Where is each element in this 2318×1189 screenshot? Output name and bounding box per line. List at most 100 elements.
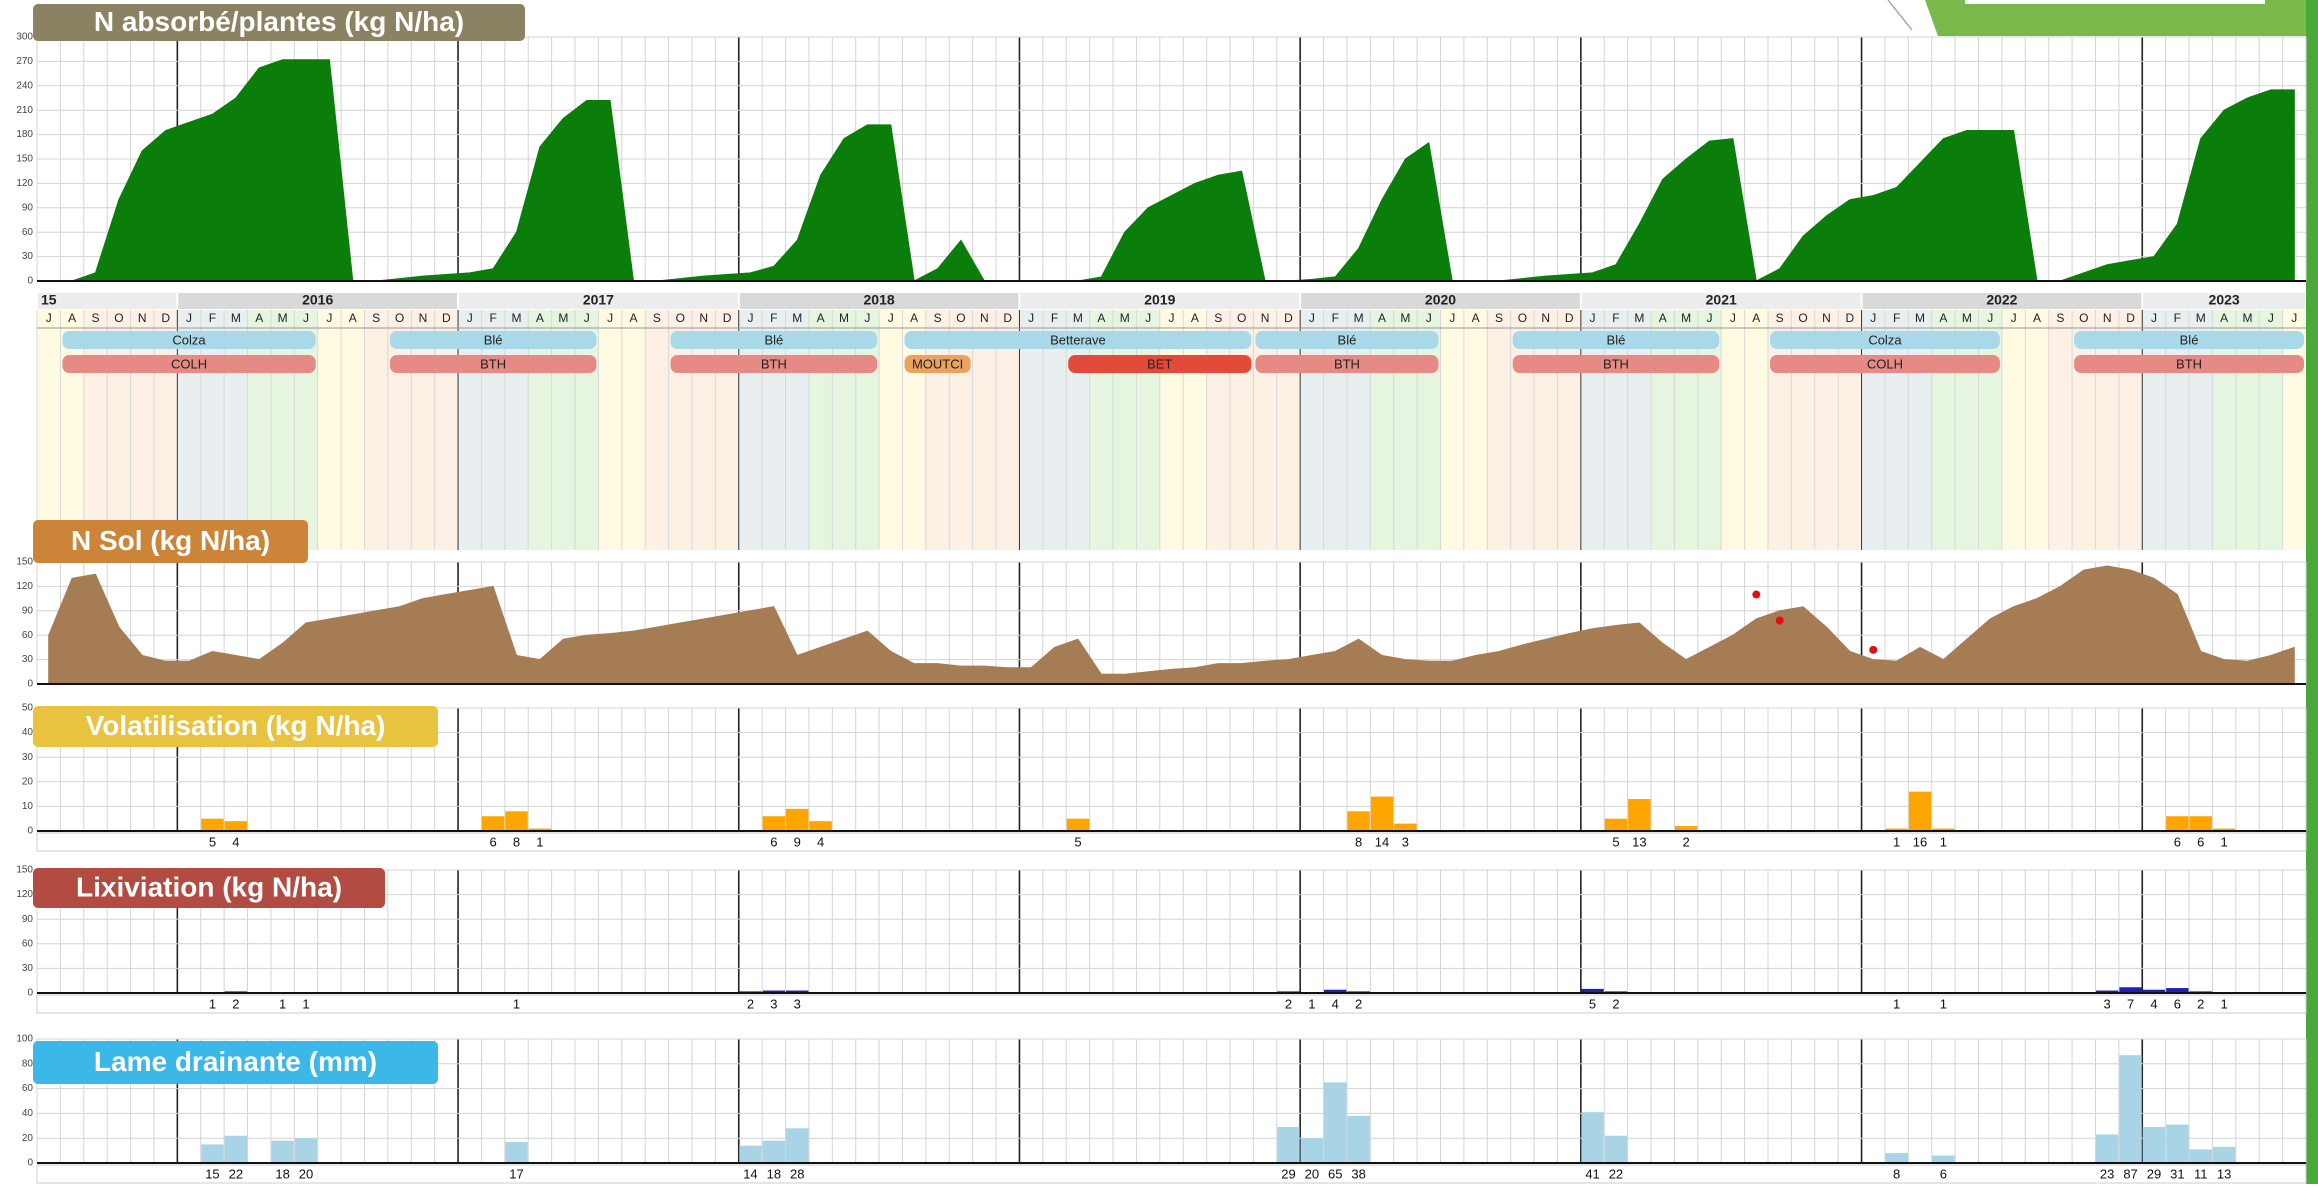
month-label: F: [1893, 311, 1900, 325]
season-band: [2025, 310, 2049, 550]
season-band: [972, 310, 997, 550]
crop-bar: [1512, 331, 1720, 349]
value-row: [36, 832, 2307, 852]
season-band: [317, 310, 342, 550]
month-label: J: [1730, 311, 1736, 325]
bar: [2142, 989, 2166, 993]
y-tick-label: 30: [22, 752, 34, 763]
season-band: [879, 310, 903, 550]
month-label: D: [1003, 311, 1012, 325]
value-label: 1: [536, 834, 543, 849]
value-label: 28: [790, 1166, 804, 1181]
y-tick-label: 150: [16, 154, 33, 165]
bar: [1277, 1127, 1300, 1163]
value-label: 18: [767, 1166, 781, 1181]
observation-point: [1869, 645, 1878, 654]
year-label: 2021: [1706, 292, 1737, 308]
bar: [1674, 826, 1698, 831]
month-label: N: [980, 311, 989, 325]
operation-label: BTH: [1334, 356, 1360, 371]
bar: [1370, 796, 1394, 831]
bar: [1885, 1153, 1908, 1163]
crop-label: Blé: [2180, 332, 2199, 347]
month-label: S: [1495, 311, 1503, 325]
panel-title: N absorbé/plantes (kg N/ha): [94, 6, 464, 37]
value-label: 3: [2104, 996, 2111, 1011]
month-label: A: [1939, 311, 1947, 325]
value-label: 2: [1355, 996, 1362, 1011]
plot-area: [37, 870, 2306, 993]
bar: [809, 821, 832, 831]
month-label: M: [1400, 311, 1410, 325]
y-tick-label: 30: [22, 963, 34, 974]
year-label: 2017: [583, 292, 614, 308]
value-label: 8: [513, 834, 520, 849]
month-label: F: [1332, 311, 1339, 325]
month-label: M: [1354, 311, 1364, 325]
bar: [1347, 1115, 1370, 1163]
crop-bar: [904, 331, 1252, 349]
month-label: M: [231, 311, 241, 325]
month-label: J: [888, 311, 894, 325]
month-label: M: [792, 311, 802, 325]
operation-bar: [2074, 355, 2304, 373]
month-label: J: [303, 311, 309, 325]
operation-bar: [670, 355, 878, 373]
y-tick-label: 60: [22, 1083, 34, 1094]
bar: [2189, 1149, 2212, 1163]
y-tick-label: 0: [27, 826, 33, 837]
month-label: M: [1120, 311, 1130, 325]
panel-title-box: [33, 520, 308, 563]
season-band: [645, 310, 669, 550]
bar: [1932, 1155, 1955, 1163]
bar: [2095, 1134, 2119, 1163]
month-label: M: [278, 311, 288, 325]
month-label: O: [2079, 311, 2088, 325]
season-band: [1487, 310, 1511, 550]
month-label: J: [607, 311, 613, 325]
y-tick-label: 90: [22, 914, 34, 925]
month-label: A: [2220, 311, 2228, 325]
bar: [762, 1140, 786, 1163]
season-band: [996, 310, 1020, 550]
bar: [1885, 828, 1908, 831]
value-label: 65: [1328, 1166, 1342, 1181]
value-label: 5: [209, 834, 216, 849]
month-label: O: [1798, 311, 1807, 325]
month-label: A: [1659, 311, 1667, 325]
y-tick-label: 50: [22, 703, 34, 714]
month-label: M: [839, 311, 849, 325]
crop-label: Colza: [1868, 332, 1902, 347]
value-label: 4: [2150, 996, 2157, 1011]
month-label: A: [68, 311, 76, 325]
value-label: 41: [1585, 1166, 1599, 1181]
year-band: [459, 293, 738, 309]
value-label: 6: [2174, 834, 2181, 849]
crop-label: Betterave: [1050, 332, 1106, 347]
bar: [786, 1128, 809, 1163]
value-label: 1: [513, 996, 520, 1011]
bar: [1908, 791, 1932, 831]
month-label: M: [2243, 311, 2253, 325]
operation-label: BET: [1147, 356, 1172, 371]
value-label: 3: [1402, 834, 1409, 849]
month-label: J: [584, 311, 590, 325]
month-label: M: [1962, 311, 1972, 325]
value-label: 8: [1893, 1166, 1900, 1181]
value-label: 23: [2100, 1166, 2114, 1181]
crop-bar: [1769, 331, 2000, 349]
month-label: F: [1051, 311, 1058, 325]
value-label: 18: [275, 1166, 289, 1181]
y-tick-label: 40: [22, 727, 34, 738]
value-label: 1: [209, 996, 216, 1011]
year-label: 2018: [864, 292, 895, 308]
month-label: J: [1449, 311, 1455, 325]
value-label: 1: [1893, 834, 1900, 849]
month-label: D: [1284, 311, 1293, 325]
season-band: [37, 310, 61, 550]
y-tick-label: 0: [27, 988, 33, 999]
year-label: 15: [41, 292, 57, 308]
y-tick-label: 60: [22, 630, 34, 641]
